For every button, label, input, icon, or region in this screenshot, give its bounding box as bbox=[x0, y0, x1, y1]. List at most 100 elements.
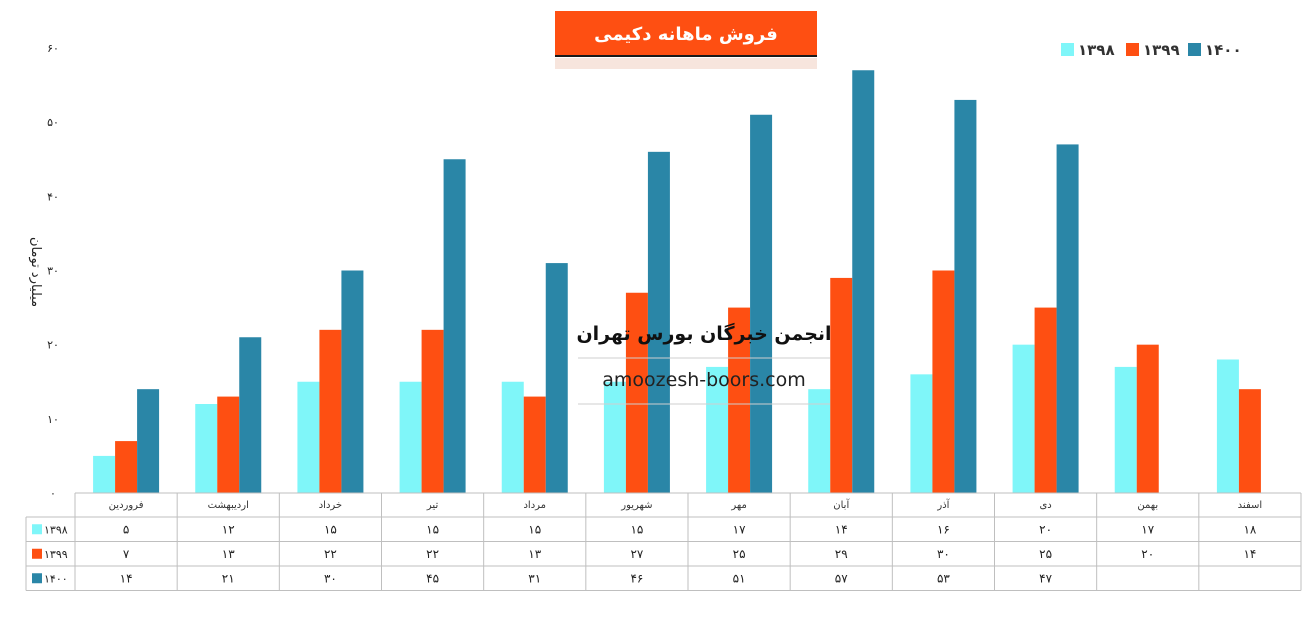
table-series-name: ۱۳۹۹ bbox=[44, 548, 68, 561]
table-cell: ۲۲ bbox=[324, 547, 337, 561]
table-cell: ۲۹ bbox=[835, 547, 848, 561]
table-cell: ۲۰ bbox=[1141, 547, 1154, 561]
legend: ۱۴۰۰ ۱۳۹۹ ۱۳۹۸ bbox=[1061, 41, 1242, 59]
bar-1-3 bbox=[421, 329, 444, 493]
bar-0-6 bbox=[706, 366, 729, 493]
table-cell: ۵۳ bbox=[937, 571, 950, 585]
bar-0-5 bbox=[603, 381, 626, 493]
table-cell: ۲۱ bbox=[222, 571, 235, 585]
bar-0-9 bbox=[1012, 344, 1035, 493]
bar-1-0 bbox=[115, 441, 138, 493]
y-tick-label: ۴۰ bbox=[47, 190, 59, 203]
table-cell: ۵۱ bbox=[733, 571, 746, 585]
legend-label: ۱۴۰۰ bbox=[1205, 41, 1242, 59]
table-cell: ۱۵ bbox=[426, 522, 439, 536]
table-series-name: ۱۴۰۰ bbox=[44, 572, 68, 585]
x-tick-label: خرداد bbox=[319, 500, 342, 511]
bar-2-5 bbox=[647, 151, 670, 494]
table-cell: ۲۲ bbox=[426, 547, 439, 561]
bar-0-2 bbox=[297, 381, 320, 493]
y-axis: ۰ ۱۰ ۲۰ ۳۰ ۴۰ ۵۰ ۶۰ bbox=[47, 42, 59, 500]
bar-1-10 bbox=[1136, 344, 1159, 493]
table-cell: ۷ bbox=[123, 547, 130, 561]
x-tick-label: شهریور bbox=[620, 500, 652, 511]
x-tick-label: اسفند bbox=[1238, 500, 1262, 511]
bar-0-0 bbox=[93, 455, 116, 493]
x-tick-label: آبان bbox=[833, 498, 850, 511]
bar-0-10 bbox=[1114, 366, 1137, 493]
x-tick-label: بهمن bbox=[1137, 500, 1158, 511]
legend-key-1 bbox=[1126, 43, 1139, 56]
bar-2-0 bbox=[137, 389, 160, 493]
table-cell: ۱۵ bbox=[630, 522, 643, 536]
table-cell: ۴۶ bbox=[630, 571, 643, 585]
bar-2-7 bbox=[852, 70, 875, 493]
bar-2-6 bbox=[750, 114, 773, 493]
chart-title-box: فروش ماهانه دکیمی bbox=[555, 11, 817, 69]
bar-1-9 bbox=[1034, 307, 1057, 493]
table-cell: ۵ bbox=[123, 522, 129, 536]
table-cell: ۱۵ bbox=[528, 522, 541, 536]
x-tick-label: دی bbox=[1039, 500, 1051, 511]
chart-title: فروش ماهانه دکیمی bbox=[594, 24, 778, 45]
legend-key-0 bbox=[1061, 43, 1074, 56]
bar-0-11 bbox=[1216, 359, 1239, 493]
bar-1-1 bbox=[217, 396, 240, 493]
bar-2-9 bbox=[1056, 144, 1079, 493]
bar-0-4 bbox=[501, 381, 524, 493]
table-cell: ۴۵ bbox=[426, 571, 439, 585]
table-cell: ۱۴ bbox=[835, 522, 848, 536]
bar-1-7 bbox=[830, 277, 853, 493]
bar-1-4 bbox=[523, 396, 546, 493]
table-cell: ۲۵ bbox=[1039, 547, 1052, 561]
watermark-url: amoozesh-boors.com bbox=[602, 369, 806, 391]
table-cell: ۱۷ bbox=[733, 522, 746, 536]
table-cell: ۱۳ bbox=[528, 547, 541, 561]
bar-1-6 bbox=[728, 307, 751, 493]
x-tick-label: اردیبهشت bbox=[208, 500, 249, 511]
y-tick-label: ۳۰ bbox=[47, 265, 59, 278]
watermark-title: انجمن خبرگان بورس تهران bbox=[576, 322, 831, 345]
table-cell: ۱۸ bbox=[1243, 522, 1256, 536]
y-tick-label: ۰ bbox=[50, 487, 56, 500]
bar-0-7 bbox=[808, 389, 831, 493]
table-cell: ۳۰ bbox=[324, 571, 337, 585]
bar-1-11 bbox=[1238, 389, 1261, 493]
x-tick-label: فروردین bbox=[109, 500, 144, 511]
table-cell: ۲۷ bbox=[630, 547, 643, 561]
y-tick-label: ۱۰ bbox=[47, 413, 59, 426]
table-series-key-1 bbox=[32, 548, 42, 559]
bar-1-5 bbox=[625, 292, 648, 493]
bar-2-4 bbox=[545, 263, 568, 493]
bars-layer bbox=[93, 70, 1261, 494]
chart-title-background bbox=[555, 11, 817, 55]
watermark: انجمن خبرگان بورس تهران amoozesh-boors.c… bbox=[576, 322, 832, 405]
y-tick-label: ۵۰ bbox=[47, 116, 59, 129]
bar-0-1 bbox=[195, 404, 218, 493]
table-cell: ۱۲ bbox=[222, 522, 235, 536]
x-tick-label: تیر bbox=[426, 500, 439, 511]
bar-0-3 bbox=[399, 381, 422, 493]
table-series-key-2 bbox=[32, 573, 42, 584]
table-cell: ۲۰ bbox=[1039, 522, 1052, 536]
table-cell: ۵۷ bbox=[835, 571, 848, 585]
bar-2-8 bbox=[954, 99, 977, 494]
legend-label: ۱۳۹۸ bbox=[1078, 41, 1115, 59]
legend-label: ۱۳۹۹ bbox=[1143, 41, 1180, 59]
table-series-key-0 bbox=[32, 524, 42, 535]
bar-1-2 bbox=[319, 329, 342, 493]
bar-0-8 bbox=[910, 374, 933, 493]
table-cell: ۳۰ bbox=[937, 547, 950, 561]
table-cell: ۱۳ bbox=[222, 547, 235, 561]
chart-title-reflection bbox=[555, 58, 817, 69]
x-tick-label: مرداد bbox=[523, 500, 546, 511]
table-cell: ۱۷ bbox=[1141, 522, 1154, 536]
table-cell: ۱۶ bbox=[937, 522, 950, 536]
table-cell: ۴۷ bbox=[1039, 571, 1052, 585]
bar-1-8 bbox=[932, 270, 955, 493]
bar-2-3 bbox=[443, 159, 466, 493]
bar-2-1 bbox=[239, 337, 262, 493]
bar-2-2 bbox=[341, 270, 364, 493]
